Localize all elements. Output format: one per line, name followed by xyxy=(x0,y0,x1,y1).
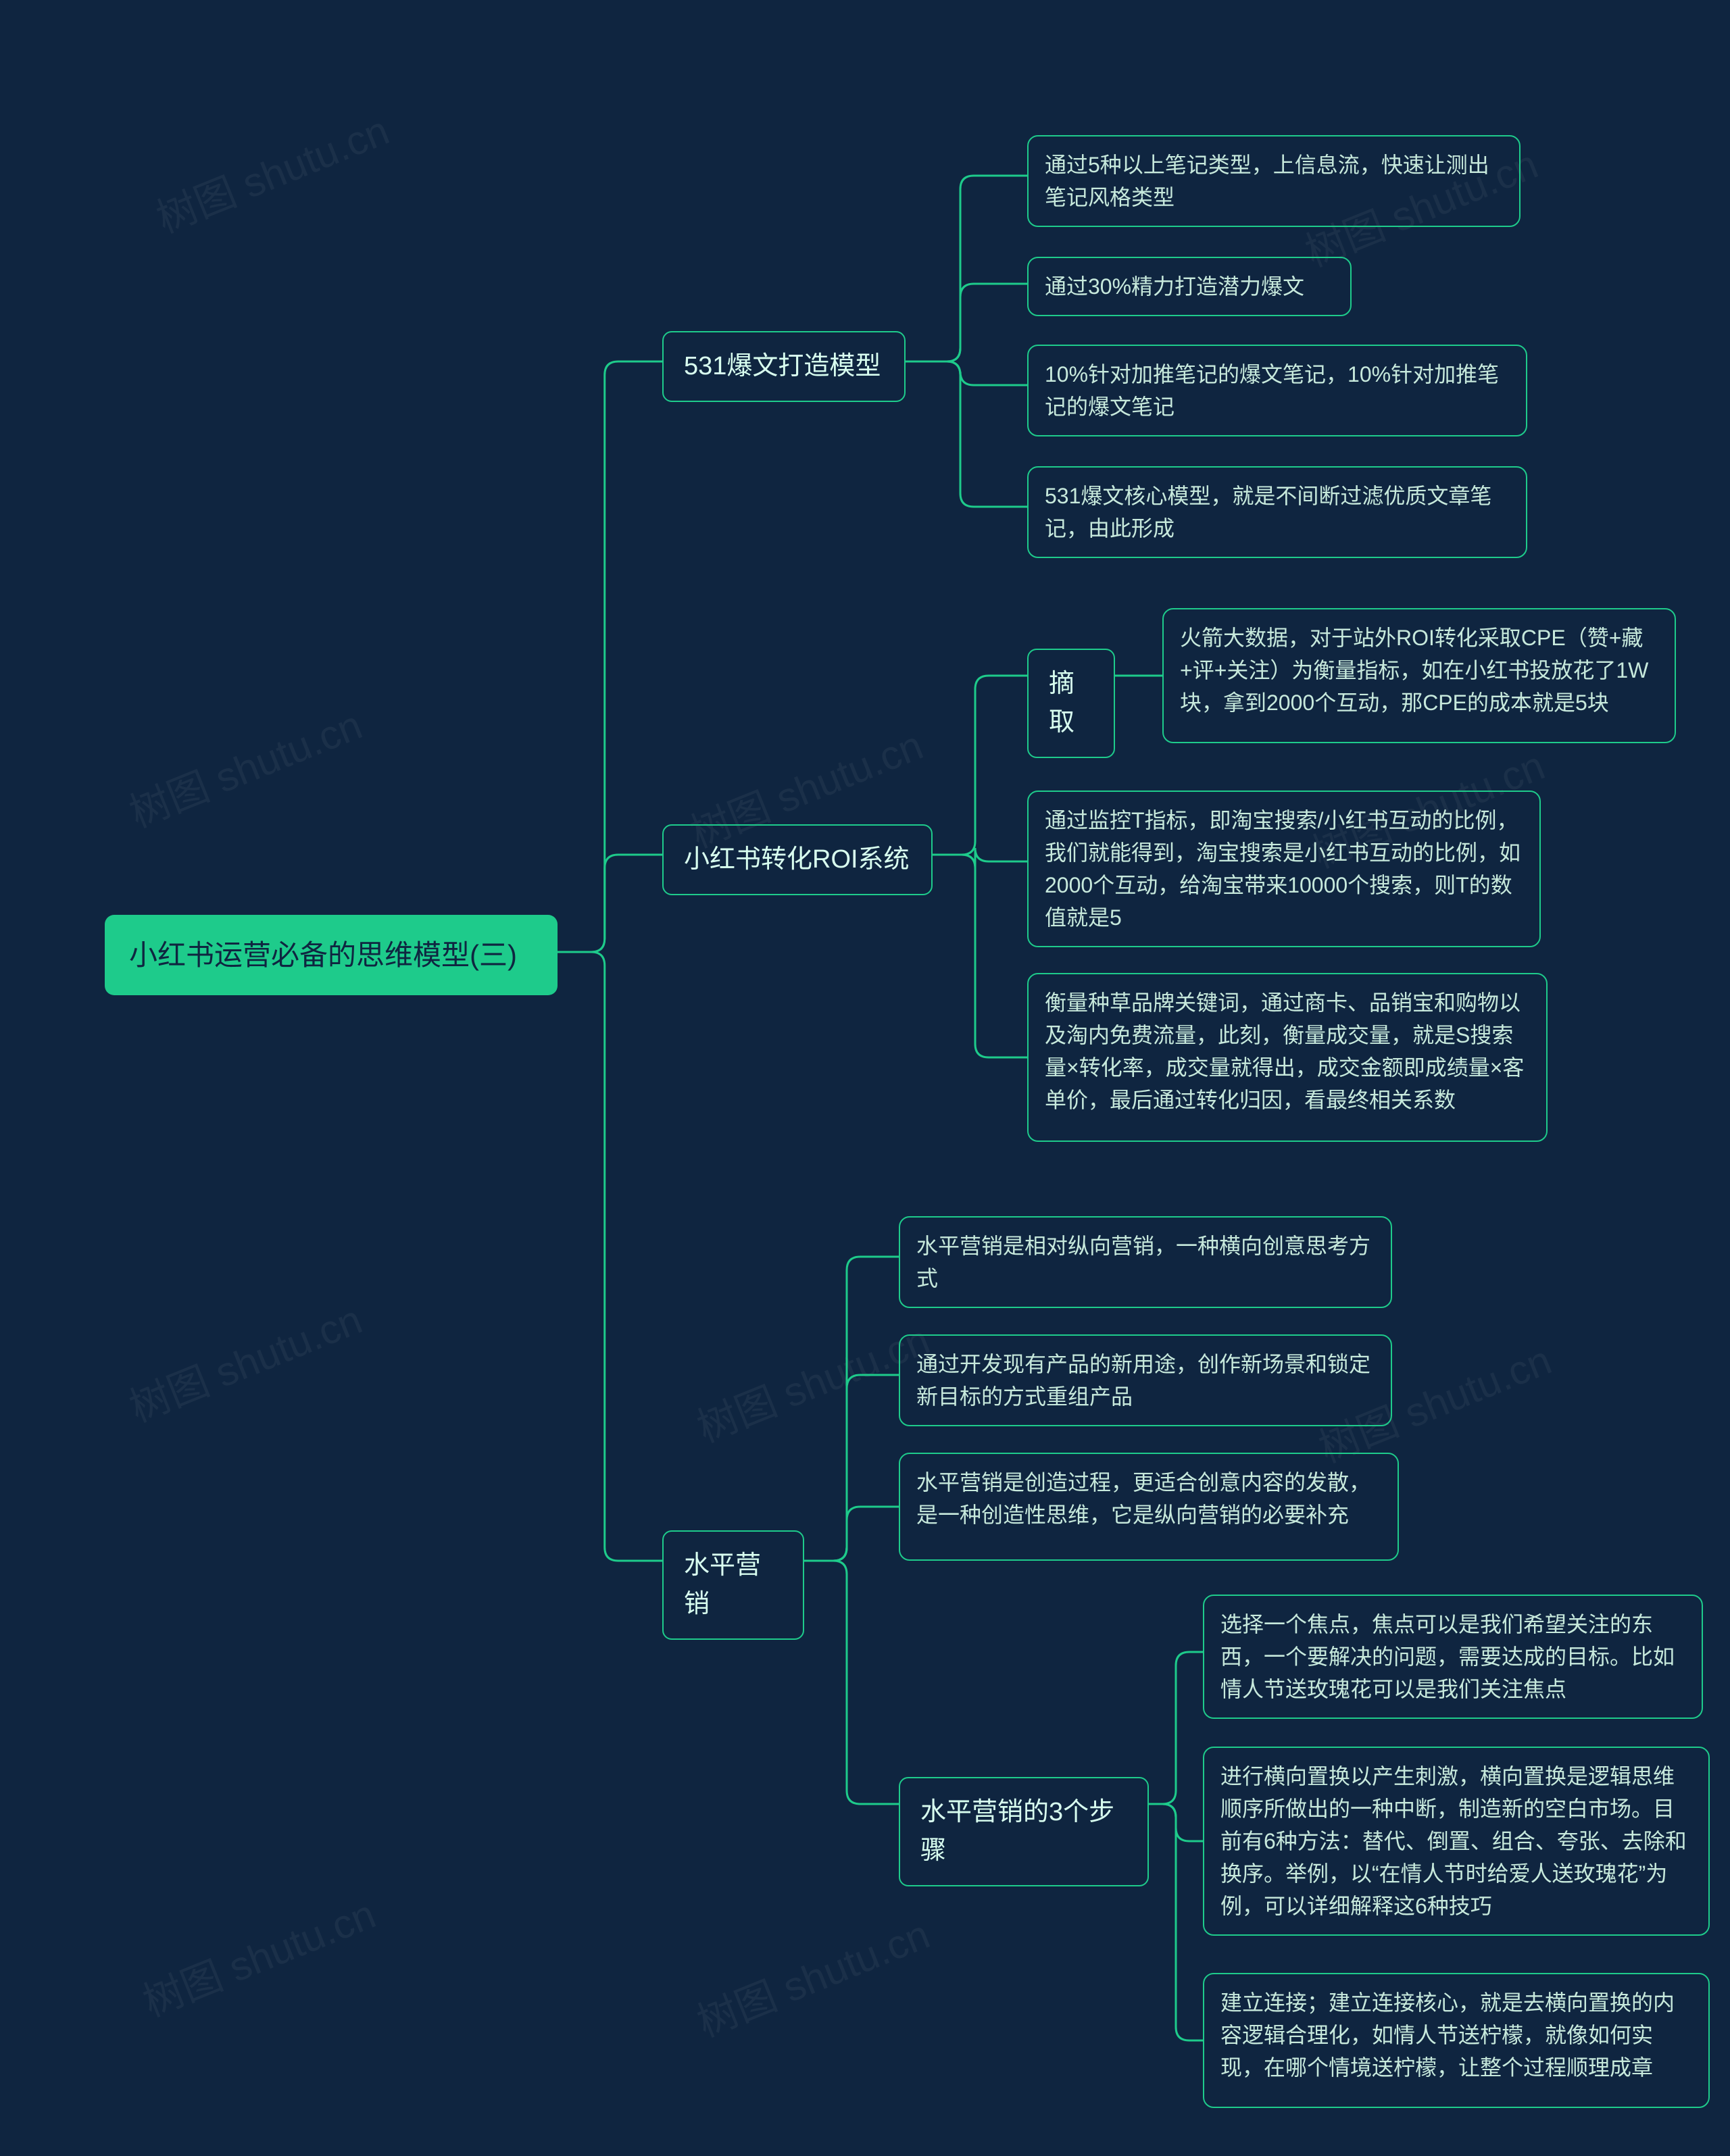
watermark: 树图 shutu.cn xyxy=(147,98,397,245)
leaf-b3c4c[interactable]: 建立连接；建立连接核心，就是去横向置换的内容逻辑合理化，如情人节送柠檬，就像如何… xyxy=(1203,1973,1710,2108)
leaf-b3c1[interactable]: 水平营销是相对纵向营销，一种横向创意思考方式 xyxy=(899,1216,1392,1308)
leaf-b3c3[interactable]: 水平营销是创造过程，更适合创意内容的发散，是一种创造性思维，它是纵向营销的必要补… xyxy=(899,1453,1399,1561)
leaf-b3c4a[interactable]: 选择一个焦点，焦点可以是我们希望关注的东西，一个要解决的问题，需要达成的目标。比… xyxy=(1203,1595,1703,1719)
watermark: 树图 shutu.cn xyxy=(120,693,370,839)
leaf-b2c2[interactable]: 通过监控T指标，即淘宝搜索/小红书互动的比例，我们就能得到，淘宝搜索是小红书互动… xyxy=(1027,791,1541,947)
watermark: 树图 shutu.cn xyxy=(133,1882,383,2028)
branch-b1[interactable]: 531爆文打造模型 xyxy=(662,331,906,402)
leaf-b1c4[interactable]: 531爆文核心模型，就是不间断过滤优质文章笔记，由此形成 xyxy=(1027,466,1527,558)
leaf-b3c2[interactable]: 通过开发现有产品的新用途，创作新场景和锁定新目标的方式重组产品 xyxy=(899,1334,1392,1426)
branch-b2[interactable]: 小红书转化ROI系统 xyxy=(662,824,933,895)
branch-b3c4[interactable]: 水平营销的3个步骤 xyxy=(899,1777,1149,1886)
leaf-b1c3[interactable]: 10%针对加推笔记的爆文笔记，10%针对加推笔记的爆文笔记 xyxy=(1027,345,1527,436)
branch-b3[interactable]: 水平营销 xyxy=(662,1530,804,1640)
watermark: 树图 shutu.cn xyxy=(120,1287,370,1434)
mindmap-root[interactable]: 小红书运营必备的思维模型(三) xyxy=(105,915,558,995)
branch-b2c1[interactable]: 摘取 xyxy=(1027,649,1115,758)
leaf-b2c1a[interactable]: 火箭大数据，对于站外ROI转化采取CPE（赞+藏+评+关注）为衡量指标，如在小红… xyxy=(1162,608,1676,743)
leaf-b2c3[interactable]: 衡量种草品牌关键词，通过商卡、品销宝和购物以及淘内免费流量，此刻，衡量成交量，就… xyxy=(1027,973,1548,1142)
leaf-b3c4b[interactable]: 进行横向置换以产生刺激，横向置换是逻辑思维顺序所做出的一种中断，制造新的空白市场… xyxy=(1203,1747,1710,1936)
watermark: 树图 shutu.cn xyxy=(687,1902,937,2049)
leaf-b1c2[interactable]: 通过30%精力打造潜力爆文 xyxy=(1027,257,1352,316)
leaf-b1c1[interactable]: 通过5种以上笔记类型，上信息流，快速让测出笔记风格类型 xyxy=(1027,135,1521,227)
